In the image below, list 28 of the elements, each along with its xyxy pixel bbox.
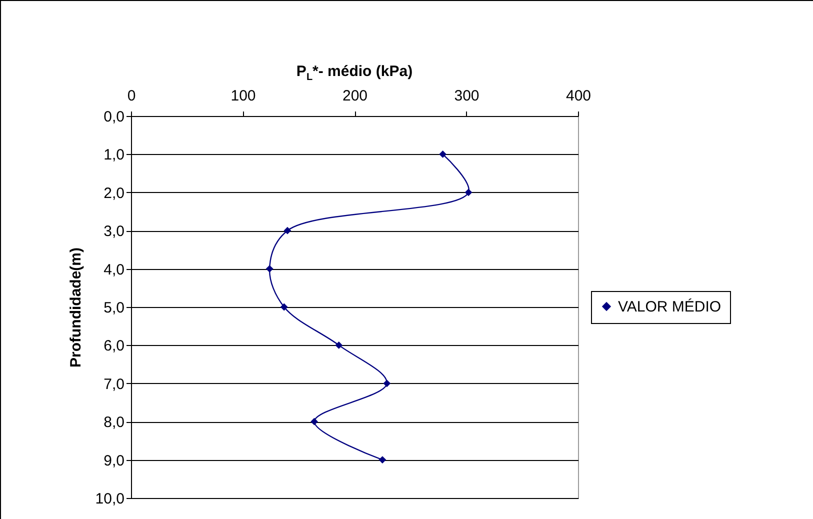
y-tick-label: 10,0 [95,490,124,508]
point [464,188,472,196]
point [383,380,391,388]
y-tick-label: 4,0 [104,261,124,278]
point [439,150,446,158]
x-tick-label: 400 [566,88,592,104]
x-tick-label: 0 [127,88,136,104]
y-axis-title: Profundidade(m) [67,248,84,368]
point [266,265,274,273]
y-tick-label: 1,0 [104,146,124,164]
point [335,341,343,349]
x-tick-label: 200 [342,88,368,104]
y-tick-label: 9,0 [104,452,124,470]
y-tick-label: 3,0 [104,223,124,240]
point [284,226,292,234]
legend-label: VALOR MÉDIO [618,298,722,316]
x-tick-label: 300 [454,88,480,104]
y-tick-label: 2,0 [104,184,124,202]
point [280,303,288,311]
y-tick-label: 0,0 [104,108,124,126]
point [310,418,318,426]
y-tick-label: 8,0 [104,414,124,432]
y-tick-label: 7,0 [104,376,124,393]
point [378,456,386,464]
y-tick-label: 5,0 [104,300,124,316]
x-tick-label: 100 [230,88,256,104]
x-axis-title: P$_{L}$*- médio (kPa) [295,63,414,83]
y-tick-label: 6,0 [104,338,124,355]
